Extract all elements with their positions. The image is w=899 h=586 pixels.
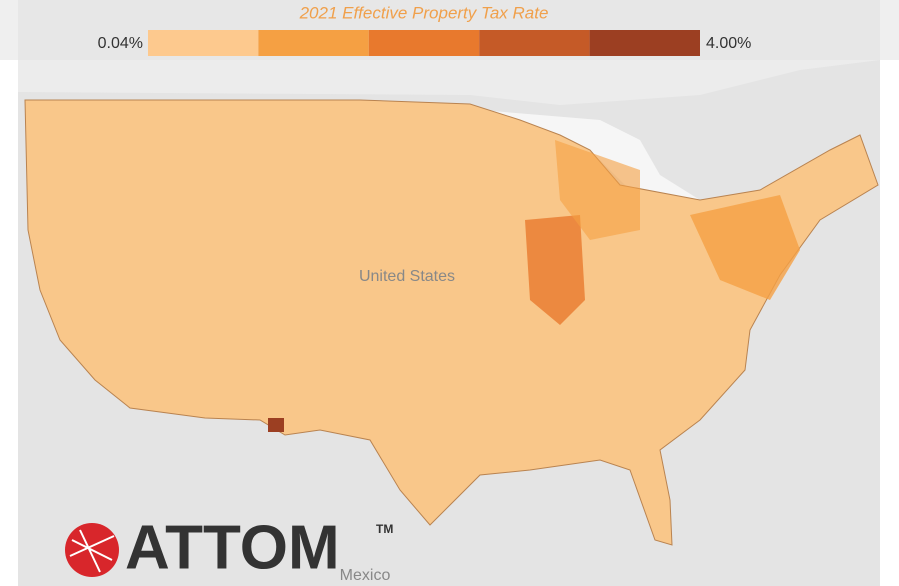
midwest-rate <box>555 140 640 240</box>
logo-trademark: TM <box>376 522 393 536</box>
us-counties <box>24 99 879 546</box>
logo: ATTOM TM <box>65 513 393 582</box>
legend-max: 4.00% <box>706 35 751 52</box>
logo-icon-lines <box>69 529 115 573</box>
logo-text: ATTOM <box>125 513 340 582</box>
legend-swatch <box>589 30 700 56</box>
legend-swatch <box>368 30 480 56</box>
legend-swatch <box>479 30 590 56</box>
northeast-high-rate <box>690 195 800 300</box>
highest-rate-county <box>268 418 284 432</box>
country-label: United States <box>359 268 455 285</box>
mexico-label: Mexico <box>340 567 391 584</box>
legend-swatch <box>258 30 369 56</box>
legend-min: 0.04% <box>98 35 143 52</box>
legend-swatch <box>148 30 259 56</box>
legend-title: 2021 Effective Property Tax Rate <box>299 3 549 22</box>
illinois-high-rate <box>525 215 585 325</box>
legend-scale <box>148 30 700 56</box>
